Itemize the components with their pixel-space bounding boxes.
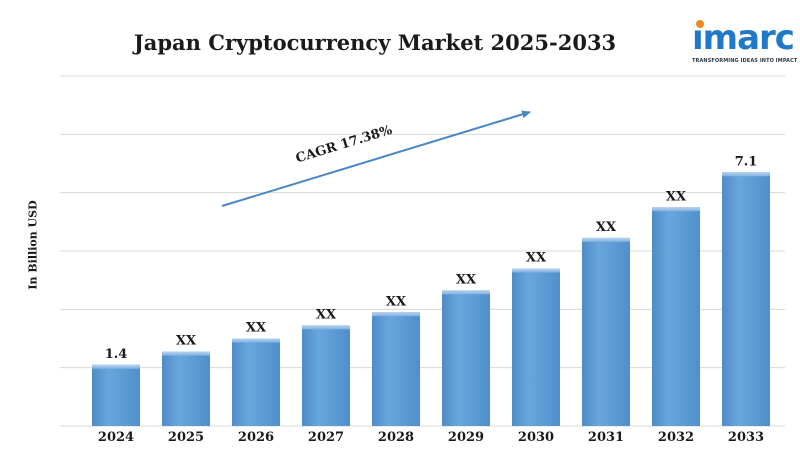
value-label-2024: 1.4 [105,347,128,362]
logo-tagline: TRANSFORMING IDEAS INTO IMPACT [692,58,798,64]
bar-2031 [582,237,630,426]
value-labels: 1.4 XX XX XX XX XX XX XX XX 7.1 [105,154,758,362]
x-tick-2028: 2028 [378,430,414,445]
value-label-2026: XX [246,321,267,336]
bar-top-2027 [302,325,350,330]
bar-2028 [372,312,420,426]
imarc-logo: imarc TRANSFORMING IDEAS INTO IMPACT [692,18,797,64]
x-tick-2029: 2029 [448,430,484,445]
x-tick-2032: 2032 [658,430,694,445]
bar-top-2031 [582,237,630,242]
value-label-2029: XX [456,272,477,287]
bar-2027 [302,325,350,426]
x-tick-2024: 2024 [98,430,134,445]
value-label-2025: XX [176,334,197,349]
bar-top-2033 [722,172,770,177]
bar-top-2030 [512,268,560,273]
cagr-annotation: CAGR 17.38% [221,110,531,207]
value-label-2028: XX [386,294,407,309]
logo-dot-icon [696,20,704,28]
value-label-2031: XX [596,220,617,235]
value-label-2027: XX [316,307,337,322]
x-tick-2026: 2026 [238,430,274,445]
bar-2025 [162,351,210,426]
x-tick-2025: 2025 [168,430,204,445]
logo-wordmark: imarc [692,18,795,58]
x-tick-2031: 2031 [588,430,624,445]
value-label-2033: 7.1 [735,154,758,169]
x-tick-2027: 2027 [308,430,344,445]
value-label-2030: XX [526,251,547,266]
bars [92,172,770,426]
chart-title: Japan Cryptocurrency Market 2025-2033 [133,30,617,55]
bar-2024 [92,364,140,426]
bar-2033 [722,172,770,426]
bar-2029 [442,290,490,426]
bar-2026 [232,338,280,426]
bar-2032 [652,207,700,426]
x-tick-labels: 2024 2025 2026 2027 2028 2029 2030 2031 2032 2033 [98,430,764,445]
bar-top-2028 [372,312,420,317]
bar-top-2029 [442,290,490,295]
x-tick-2030: 2030 [518,430,554,445]
bar-top-2032 [652,207,700,212]
bar-2030 [512,268,560,426]
value-label-2032: XX [666,189,687,204]
bar-top-2024 [92,364,140,369]
x-tick-2033: 2033 [728,430,764,445]
cagr-arrow [221,110,531,207]
bar-top-2026 [232,338,280,343]
bar-top-2025 [162,351,210,356]
cagr-label: CAGR 17.38% [294,123,395,167]
